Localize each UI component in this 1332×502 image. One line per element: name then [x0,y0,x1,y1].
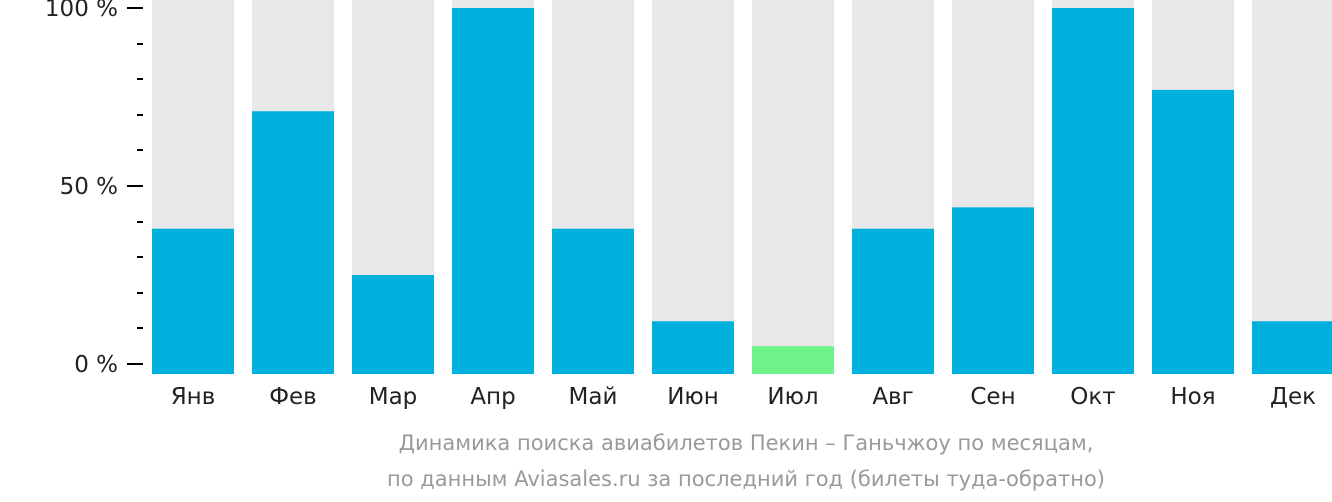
x-tick-label-8: Авг [872,384,913,410]
x-tick-label-3: Мар [369,384,418,410]
value-bars [152,8,1332,375]
bar-1 [152,228,234,374]
chart-caption-line-2: по данным Aviasales.ru за последний год … [387,467,1105,491]
bar-9 [952,207,1034,374]
x-tick-label-12: Дек [1270,384,1316,410]
y-axis: 0 % 50 % 100 % [45,0,143,378]
bar-11 [1152,89,1234,374]
x-tick-label-2: Фев [269,384,317,410]
x-axis-labels: Янв Фев Мар Апр Май Июн Июл Авг Сен Окт Ноя Дек [171,384,1316,410]
x-tick-label-1: Янв [171,384,216,410]
x-tick-label-5: Май [569,384,618,410]
bar-12 [1252,321,1332,374]
bar-3 [352,275,434,374]
bar-8 [852,228,934,374]
y-tick-label-2: 50 % [60,174,118,200]
x-tick-label-9: Сен [970,384,1015,410]
bar-chart-svg: 0 % 50 % 100 % Янв Фев Мар Апр Май Июн Июл Авг Сен… [45,0,1332,410]
bar-5 [552,228,634,374]
bar-7 [752,346,834,374]
x-tick-label-10: Окт [1070,384,1115,410]
bar-background-7 [752,0,834,374]
x-tick-label-4: Апр [470,384,515,410]
x-tick-label-7: Июл [767,384,818,410]
x-tick-label-6: Июн [667,384,719,410]
y-tick-label-3: 100 % [45,0,118,22]
x-tick-label-11: Ноя [1170,384,1215,410]
y-tick-label-1: 0 % [74,352,118,378]
bar-4 [452,8,534,374]
bar-background-6 [652,0,734,374]
chart-caption-line-1: Динамика поиска авиабилетов Пекин – Гань… [398,431,1094,455]
bar-background-12 [1252,0,1332,374]
bar-2 [252,111,334,375]
bar-10 [1052,8,1134,374]
bar-6 [652,321,734,374]
